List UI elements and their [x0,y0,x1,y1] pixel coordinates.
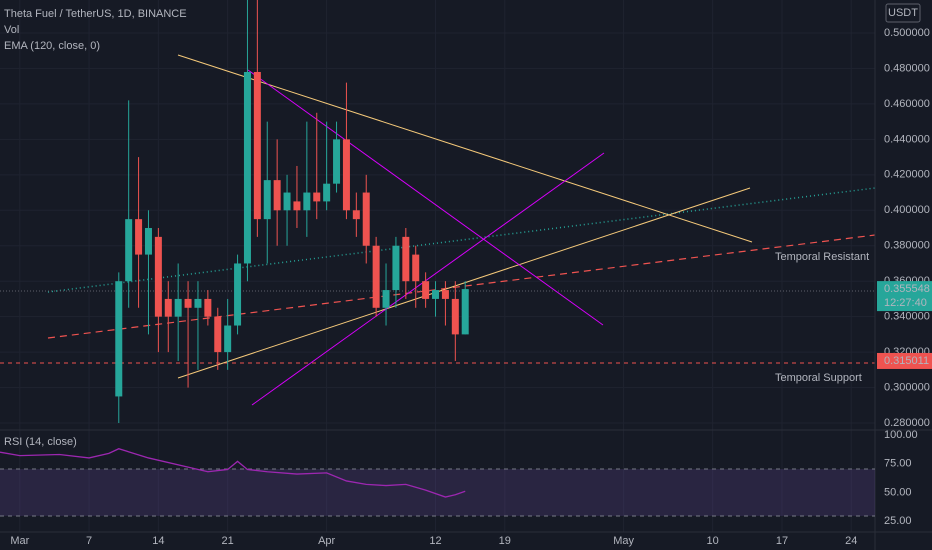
candle-body [323,183,331,202]
x-tick-label: 12 [429,535,441,547]
y-tick-label: 0.280000 [884,417,930,429]
candle-body [263,180,271,220]
trend-line [247,69,604,326]
candle-body [194,298,202,308]
candle-body [253,71,261,220]
candle-body [115,281,123,397]
y-tick-label: 0.400000 [884,204,930,216]
candle-body [144,228,152,255]
y-tick-label: 0.420000 [884,169,930,181]
x-tick-label: 21 [222,535,234,547]
rsi-title: RSI (14, close) [4,436,77,448]
candle-body [224,325,232,353]
ema-line [47,187,876,293]
annotation: Temporal Support [775,372,862,384]
grid [0,0,875,532]
candle-body [402,236,410,282]
marks [0,0,469,498]
y-tick-label: 0.380000 [884,240,930,252]
candle-body [392,245,400,291]
candle-body [313,192,321,202]
candle-body [204,298,212,317]
y-tick-label: 0.340000 [884,311,930,323]
y-tick-label: 50.00 [884,486,912,498]
x-tick-label: 17 [776,535,788,547]
y-tick-label: 75.00 [884,458,912,470]
y-tick-label: 0.440000 [884,133,930,145]
candle-body [243,71,251,264]
candle-body [184,298,192,308]
currency-box[interactable] [885,3,921,23]
indicator-label: Vol [4,24,19,36]
x-tick-label: 24 [845,535,857,547]
candle-body [412,254,420,282]
candle-body [352,210,360,220]
y-tick-label: 0.300000 [884,381,930,393]
x-tick-label: May [613,535,634,547]
candle-body [342,139,350,211]
candle-body [154,236,162,317]
support-tag-label: 0.315011 [884,355,929,367]
price-tag-label: 0.355548 [884,283,930,295]
candle-body [372,245,380,308]
y-tick-label: 0.500000 [884,27,930,39]
candle-body [451,298,459,335]
candle-body [362,192,370,246]
x-tick-label: 7 [86,535,92,547]
x-tick-label: Apr [318,535,335,547]
x-tick-label: 14 [152,535,164,547]
indicator-label: EMA (120, close, 0) [4,40,100,52]
resistance-line [47,234,876,339]
y-tick-label: 100.00 [884,429,918,441]
candle-body [125,219,133,282]
y-tick-label: 0.460000 [884,98,930,110]
countdown-label: 12:27:40 [884,297,927,309]
candle-body [174,298,182,317]
y-tick-label: 0.480000 [884,62,930,74]
rsi-line [0,448,466,498]
candle-body [441,290,449,299]
x-tick-label: 10 [707,535,719,547]
rsi-band [0,468,875,517]
candle-body [234,263,242,326]
currency-label: USDT [888,7,918,19]
price-tag [877,281,932,312]
candle-body [432,290,440,299]
chart-title: Theta Fuel / TetherUS, 1D, BINANCE [4,8,187,20]
candle-body [273,180,281,211]
candle-body [422,281,430,299]
candle-body [214,316,222,353]
x-tick-label: Mar [10,535,29,547]
candle-body [283,192,291,211]
candle-body [333,139,341,184]
candle-body [293,201,301,211]
candle-body [303,192,311,211]
trend-line [177,54,753,243]
candle-body [461,289,469,335]
trend-line [251,152,605,406]
candle-body [135,219,143,255]
candle-body [382,290,390,308]
trend-line [177,187,751,379]
candle-body [164,298,172,317]
y-tick-label: 25.00 [884,515,912,527]
rsi-zone [0,469,875,516]
support-tag [877,352,932,369]
x-tick-label: 19 [499,535,511,547]
annotation: Temporal Resistant [775,251,869,263]
